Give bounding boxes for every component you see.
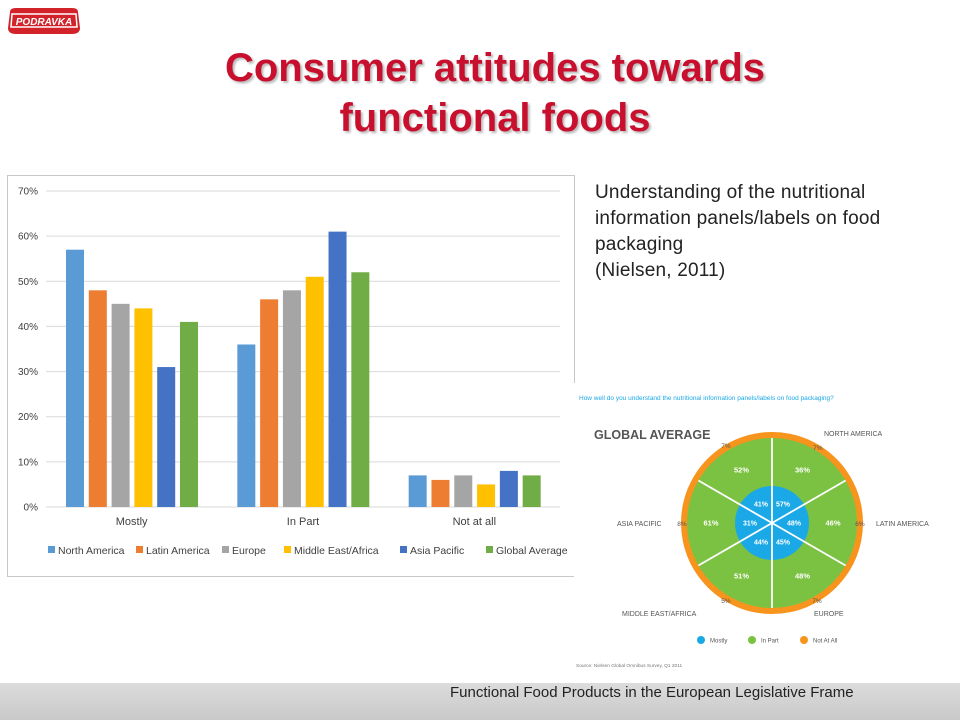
not-at-all-value: 6% <box>855 521 865 528</box>
x-tick-label: Mostly <box>116 516 148 528</box>
bar <box>477 484 496 507</box>
legend-label: Middle East/Africa <box>294 545 379 557</box>
legend-label: In Part <box>761 639 779 645</box>
legend-dot <box>800 636 808 644</box>
legend-swatch <box>284 546 291 553</box>
bar <box>134 308 153 507</box>
bar <box>305 276 324 507</box>
legend-dot <box>697 636 705 644</box>
sector-divider <box>771 522 847 567</box>
chart-description: Understanding of the nutritional informa… <box>595 180 955 284</box>
bar <box>157 367 176 507</box>
mostly-value: 44% <box>754 540 769 547</box>
region-label: ASIA PACIFIC <box>617 521 662 528</box>
bar <box>260 299 279 507</box>
not-at-all-value: 5% <box>721 598 731 605</box>
legend-label: North America <box>58 545 125 557</box>
bar-chart: 0% 10% 20% 30% 40% 50% 60% 70% Mostly In Part Not … <box>18 187 568 558</box>
legend-label: Latin America <box>146 545 210 557</box>
legend-swatch <box>400 546 407 553</box>
bar <box>88 290 107 507</box>
bar <box>66 249 84 507</box>
sector-divider <box>697 479 773 524</box>
y-tick-label: 20% <box>18 412 38 423</box>
bar <box>282 290 301 507</box>
legend-label: Global Average <box>496 545 568 557</box>
svg-text:PODRAVKA: PODRAVKA <box>16 17 72 28</box>
radial-chart: How well do you understand the nutrition… <box>576 395 929 669</box>
y-tick-label: 30% <box>18 367 38 378</box>
bar <box>111 303 130 507</box>
legend-swatch <box>136 546 143 553</box>
y-tick-label: 50% <box>18 277 38 288</box>
description-line-4: (Nielsen, 2011) <box>595 260 726 281</box>
y-tick-label: 10% <box>18 457 38 468</box>
description-line-3: packaging <box>595 234 684 255</box>
in-part-value: 36% <box>795 466 810 475</box>
bar <box>454 475 473 507</box>
global-average-title: GLOBAL AVERAGE <box>594 428 710 442</box>
not-at-all-value: 7% <box>812 598 822 605</box>
y-tick-label: 40% <box>18 322 38 333</box>
bar <box>351 272 370 507</box>
mostly-value: 57% <box>776 501 791 508</box>
region-label: NORTH AMERICA <box>824 431 883 438</box>
in-part-value: 51% <box>734 571 749 580</box>
legend-label: Mostly <box>710 639 727 645</box>
bar <box>237 344 256 507</box>
slide-title-line2: functional foods <box>339 96 651 140</box>
nielsen-infographic: How well do you understand the nutrition… <box>574 383 960 675</box>
bar <box>522 475 541 507</box>
sector-divider <box>771 479 847 524</box>
x-tick-label: In Part <box>287 516 319 528</box>
source-note: Source: Nielsen Global Omnibus Survey, Q… <box>576 663 683 669</box>
legend-swatch <box>486 546 493 553</box>
region-label: LATIN AMERICA <box>876 521 929 528</box>
bar-chart-frame: 0% 10% 20% 30% 40% 50% 60% 70% Mostly In Part Not … <box>7 175 575 577</box>
in-part-value: 48% <box>795 571 810 580</box>
in-part-value: 61% <box>703 519 718 528</box>
y-tick-label: 0% <box>24 503 39 514</box>
not-at-all-value: 7% <box>813 445 823 452</box>
y-tick-label: 70% <box>18 187 38 198</box>
legend-label: Europe <box>232 545 266 557</box>
footer-text: Functional Food Products in the European… <box>450 684 854 701</box>
survey-question: How well do you understand the nutrition… <box>579 395 834 402</box>
not-at-all-value: 7% <box>721 443 731 450</box>
description-line-1: Understanding of the nutritional <box>595 182 866 203</box>
footer-band <box>0 683 960 720</box>
bar <box>431 479 450 507</box>
bar <box>328 231 347 507</box>
mostly-value: 41% <box>754 501 769 508</box>
mostly-value: 31% <box>743 521 758 528</box>
description-line-2: information panels/labels on food <box>595 208 881 229</box>
legend-swatch <box>48 546 55 553</box>
slide-title-line1: Consumer attitudes towards <box>224 46 766 90</box>
bar <box>499 470 518 507</box>
bar <box>408 475 427 507</box>
not-at-all-value: 8% <box>677 521 687 528</box>
legend-swatch <box>222 546 229 553</box>
podravka-logo: PODRAVKA <box>6 6 82 36</box>
legend-dot <box>748 636 756 644</box>
y-tick-label: 60% <box>18 232 38 243</box>
mostly-value: 48% <box>787 521 802 528</box>
in-part-value: 46% <box>825 519 840 528</box>
region-label: EUROPE <box>814 611 844 618</box>
bar <box>180 321 198 507</box>
x-tick-label: Not at all <box>453 516 496 528</box>
legend-label: Not At All <box>813 639 837 645</box>
mostly-value: 45% <box>776 540 791 547</box>
legend-label: Asia Pacific <box>410 545 464 557</box>
in-part-value: 52% <box>734 466 749 475</box>
sector-divider <box>697 522 773 567</box>
region-label: MIDDLE EAST/AFRICA <box>622 611 697 618</box>
